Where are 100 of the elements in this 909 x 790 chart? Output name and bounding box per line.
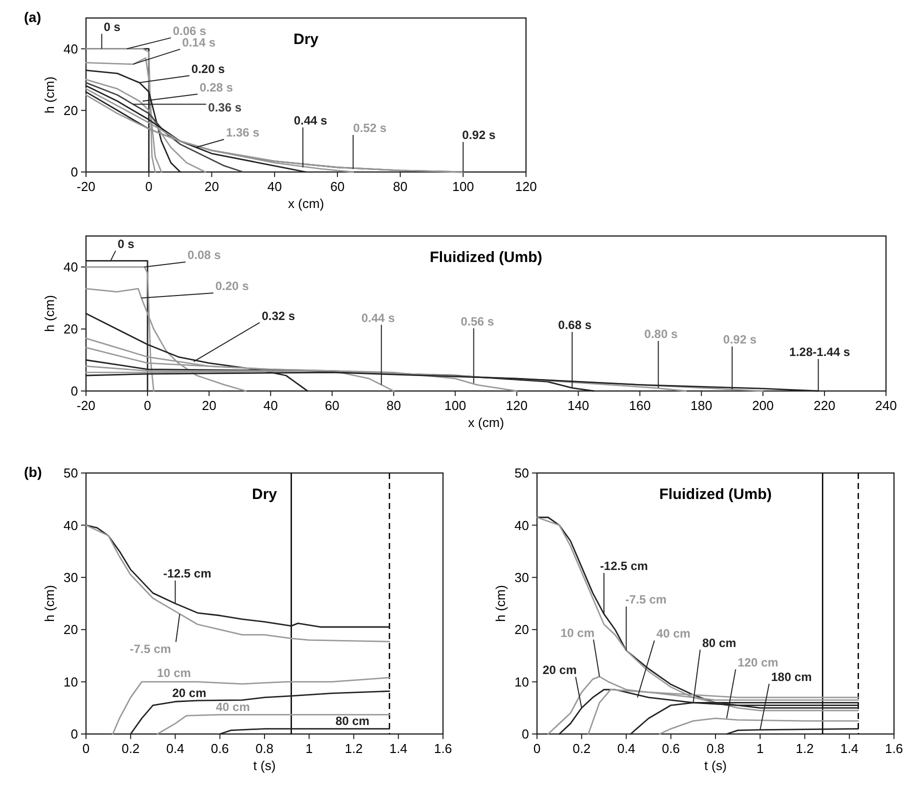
x-tick-label: 1.2 xyxy=(796,741,814,756)
y-tick-label: 40 xyxy=(64,41,78,56)
x-tick-label: 1 xyxy=(756,741,764,756)
y-tick-label: 20 xyxy=(64,102,78,118)
annotation: 1.36 s xyxy=(226,126,260,140)
x-tick-label: 100 xyxy=(452,179,474,194)
annotation: 0 s xyxy=(104,20,121,34)
x-tick-label: 0 xyxy=(82,741,90,756)
x-tick-label: 1.6 xyxy=(434,741,452,756)
y-axis-title: h (cm) xyxy=(493,585,508,622)
x-tick-label: 0.8 xyxy=(255,741,274,756)
annotation: 20 cm xyxy=(172,686,206,700)
annotation: 120 cm xyxy=(738,656,778,670)
x-tick-label: 0.8 xyxy=(706,741,725,756)
annotation: 0.52 s xyxy=(353,121,387,136)
annotation: 0.92 s xyxy=(462,128,496,142)
y-tick-label: 50 xyxy=(514,466,529,481)
y-tick-label: 20 xyxy=(514,622,529,638)
x-tick-label: 0.4 xyxy=(617,741,636,756)
y-tick-label: 20 xyxy=(64,322,78,337)
y-tick-label: 40 xyxy=(64,518,78,533)
annotation: 40 cm xyxy=(656,626,690,641)
text: Dry xyxy=(252,486,278,503)
x-tick-label: 1 xyxy=(306,741,313,756)
text: (a) xyxy=(24,9,42,25)
annotation: 20 cm xyxy=(542,663,577,678)
x-axis-title: x (cm) xyxy=(468,415,504,430)
y-axis-title: h (cm) xyxy=(42,76,57,114)
text: Fluidized (Umb) xyxy=(430,249,542,266)
x-tick-label: 100 xyxy=(444,398,466,413)
x-axis-title: t (s) xyxy=(253,758,276,773)
x-tick-label: 0.4 xyxy=(166,741,184,756)
y-tick-label: 30 xyxy=(64,570,78,585)
annotation: 0.68 s xyxy=(558,318,592,332)
annotation: 0.44 s xyxy=(361,311,396,325)
x-tick-label: 80 xyxy=(386,398,401,413)
x-tick-label: 80 xyxy=(393,179,408,194)
annotation: -12.5 cm xyxy=(163,566,212,581)
x-tick-label: 0.6 xyxy=(210,741,229,756)
annotation: 40 cm xyxy=(216,700,250,714)
x-tick-label: 1.2 xyxy=(344,741,363,756)
x-axis-title: t (s) xyxy=(704,758,727,773)
y-tick-label: 10 xyxy=(64,674,78,690)
y-tick-label: 40 xyxy=(514,518,529,533)
x-tick-label: -20 xyxy=(76,179,96,194)
annotation: 1.28-1.44 s xyxy=(789,345,850,360)
annotation: 180 cm xyxy=(771,670,812,684)
x-tick-label: 160 xyxy=(628,398,651,413)
annotation: 0.44 s xyxy=(294,114,328,128)
annotation: -12.5 cm xyxy=(600,559,648,574)
annotation: -7.5 cm xyxy=(625,592,667,607)
y-tick-label: 20 xyxy=(64,622,78,638)
annotation: 0.92 s xyxy=(723,332,757,347)
y-tick-label: 0 xyxy=(70,384,78,399)
x-axis-title: x (cm) xyxy=(288,196,324,211)
annotation: 0 s xyxy=(118,237,135,251)
y-tick-label: 50 xyxy=(64,466,78,481)
x-tick-label: 180 xyxy=(690,398,712,413)
annotation: 10 cm xyxy=(156,666,191,680)
x-tick-label: 40 xyxy=(263,398,278,413)
x-tick-label: 0 xyxy=(144,398,152,413)
x-tick-label: 0.2 xyxy=(572,741,591,756)
annotation: 0.80 s xyxy=(644,327,678,342)
x-tick-label: 40 xyxy=(267,179,282,194)
annotation: 0.32 s xyxy=(262,308,296,323)
annotation: 0.56 s xyxy=(460,314,494,328)
annotation: 0.14 s xyxy=(182,35,216,50)
x-tick-label: 240 xyxy=(875,398,897,413)
x-tick-label: 0.2 xyxy=(122,741,140,756)
x-tick-label: 120 xyxy=(515,179,537,194)
y-tick-label: 0 xyxy=(522,726,529,742)
x-tick-label: 1.6 xyxy=(884,741,904,756)
x-tick-label: 0 xyxy=(533,741,541,756)
y-tick-label: 10 xyxy=(514,674,529,690)
y-tick-label: 40 xyxy=(64,260,78,275)
annotation: 0.20 s xyxy=(191,62,226,76)
x-tick-label: 20 xyxy=(204,179,219,194)
annotation: 80 cm xyxy=(702,636,736,650)
x-tick-label: 60 xyxy=(330,179,345,194)
annotation: 0.36 s xyxy=(208,100,242,114)
annotation: -7.5 cm xyxy=(130,642,172,656)
y-tick-label: 0 xyxy=(70,726,78,742)
text: Dry xyxy=(293,31,320,48)
x-tick-label: 0.6 xyxy=(662,741,680,756)
text: (b) xyxy=(24,464,42,480)
annotation: 0.06 s xyxy=(172,24,207,38)
y-tick-label: 0 xyxy=(70,164,78,180)
y-axis-title: h (cm) xyxy=(42,585,57,622)
annotation: 0.28 s xyxy=(200,80,234,94)
x-tick-label: 1.4 xyxy=(389,741,408,756)
annotation: 0.08 s xyxy=(187,248,222,262)
y-axis-title: h (cm) xyxy=(42,295,57,332)
x-tick-label: 200 xyxy=(752,398,774,413)
annotation: 80 cm xyxy=(335,714,370,728)
x-tick-label: 60 xyxy=(324,398,340,413)
x-tick-label: 20 xyxy=(202,398,216,413)
y-tick-label: 30 xyxy=(514,570,529,585)
x-tick-label: 140 xyxy=(567,398,590,413)
annotation: 10 cm xyxy=(560,626,595,640)
x-tick-label: 120 xyxy=(506,398,528,413)
